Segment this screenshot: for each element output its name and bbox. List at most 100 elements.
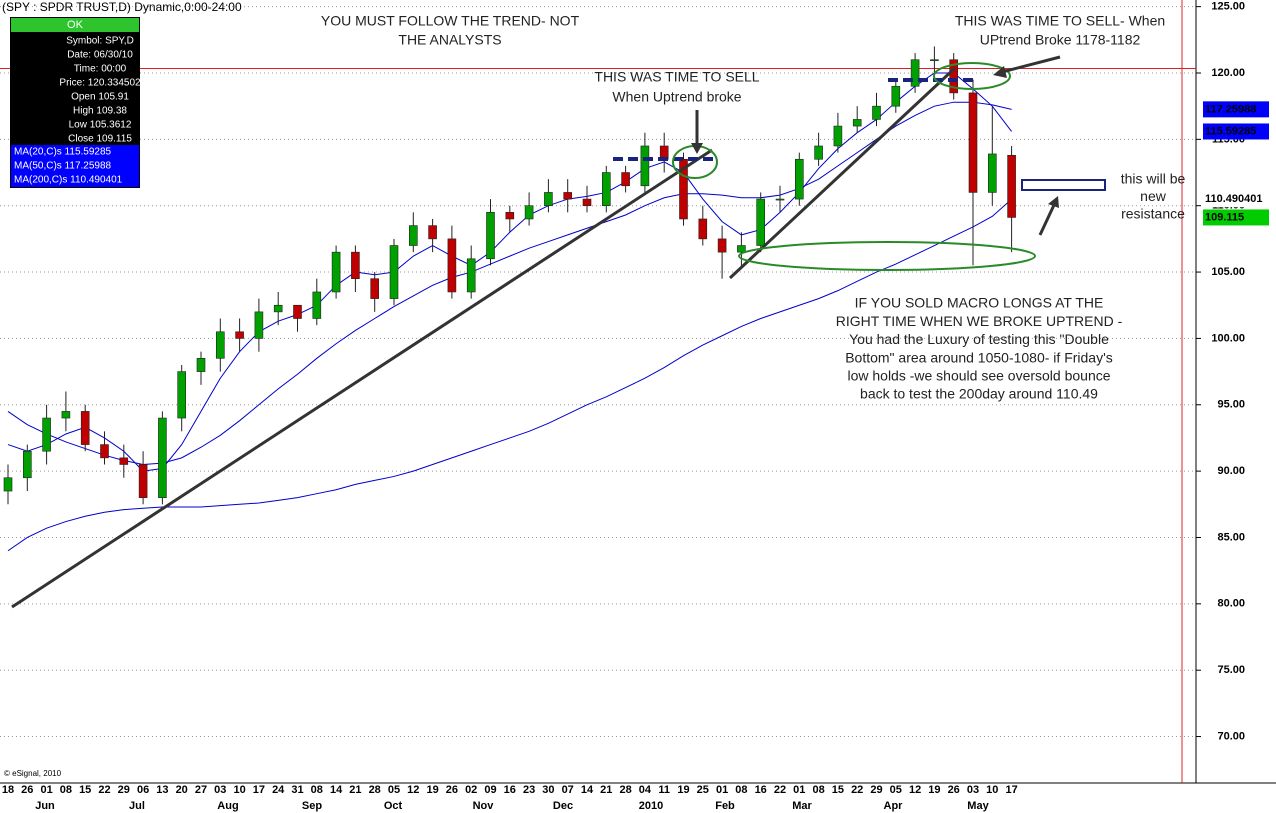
- info-ma-row: MA(50,C)s 117.25988: [14, 161, 112, 172]
- candle-body: [3, 477, 13, 492]
- annotation: this will be: [1121, 171, 1186, 187]
- candle-body: [273, 304, 283, 313]
- y-tick-label: 95.00: [1217, 399, 1245, 411]
- annotation: UPtrend Broke 1178-1182: [980, 32, 1141, 48]
- x-tick-label: 23: [523, 784, 535, 796]
- value-marker: [1203, 209, 1269, 226]
- info-row: High 109.38: [73, 106, 127, 117]
- y-tick-label: 90.00: [1217, 465, 1245, 477]
- x-tick-label: 24: [272, 784, 285, 796]
- trendline: [728, 66, 957, 280]
- value-marker-label: 110.490401: [1205, 193, 1263, 205]
- x-tick-label: 01: [793, 784, 805, 796]
- candle-body: [910, 59, 920, 87]
- candle-body: [389, 245, 399, 299]
- x-tick-label: 31: [291, 784, 303, 796]
- annotation: YOU MUST FOLLOW THE TREND- NOT: [321, 13, 580, 29]
- candle-body: [42, 417, 51, 452]
- candle-body: [698, 218, 708, 240]
- annotation: back to test the 200day around 110.49: [860, 386, 1098, 402]
- x-tick-label: 29: [118, 784, 130, 796]
- info-header: OK: [67, 19, 84, 31]
- info-row: Close 109.115: [68, 134, 132, 145]
- x-tick-label: 01: [716, 784, 728, 796]
- annotation: THE ANALYSTS: [398, 32, 501, 48]
- candle-body: [293, 304, 302, 319]
- x-tick-label: 26: [21, 784, 33, 796]
- month-label: Mar: [792, 800, 812, 812]
- y-tick-label: 80.00: [1217, 598, 1245, 610]
- info-ma-bg: [11, 145, 139, 187]
- month-label: Feb: [715, 800, 735, 812]
- y-tick-label: 70.00: [1217, 730, 1245, 742]
- x-tick-label: 13: [156, 784, 168, 796]
- y-tick-label: 125.00: [1211, 1, 1245, 13]
- annotation: resistance: [1121, 206, 1185, 222]
- candle-body: [235, 331, 244, 339]
- candle-body: [331, 251, 341, 293]
- x-tick-label: 26: [948, 784, 960, 796]
- x-tick-label: 19: [426, 784, 438, 796]
- month-label: 2010: [639, 800, 663, 812]
- x-tick-label: 06: [137, 784, 149, 796]
- candle-body: [544, 192, 553, 207]
- x-tick-label: 25: [697, 784, 709, 796]
- candle-body: [312, 291, 322, 319]
- x-tick-label: 07: [562, 784, 574, 796]
- month-label: Dec: [553, 800, 573, 812]
- x-tick-label: 22: [98, 784, 110, 796]
- annotation: You had the Luxury of testing this "Doub…: [849, 331, 1109, 347]
- candle-body: [601, 172, 611, 207]
- copyright: © eSignal, 2010: [4, 769, 62, 778]
- info-row: Time: 00:00: [74, 64, 127, 75]
- candle-body: [351, 251, 360, 279]
- x-tick-label: 20: [176, 784, 188, 796]
- y-tick-label: 100.00: [1211, 332, 1245, 344]
- candle-body: [138, 464, 148, 498]
- y-tick-label: 105.00: [1211, 266, 1245, 278]
- moving-average: [7, 101, 1012, 465]
- candle-body: [447, 238, 457, 293]
- candle-body: [794, 158, 804, 200]
- month-label: Jul: [129, 800, 145, 812]
- y-tick-label: 120.00: [1211, 67, 1245, 79]
- month-label: Apr: [884, 800, 904, 812]
- candle-body: [80, 411, 90, 445]
- candle-body: [756, 198, 766, 246]
- x-tick-label: 08: [60, 784, 72, 796]
- x-tick-label: 10: [986, 784, 998, 796]
- annotation: THIS WAS TIME TO SELL- When: [955, 13, 1165, 29]
- candle-body: [196, 358, 206, 372]
- annotation: IF YOU SOLD MACRO LONGS AT THE: [855, 295, 1104, 311]
- candle-body: [640, 145, 650, 187]
- x-tick-label: 21: [349, 784, 361, 796]
- x-tick-label: 18: [2, 784, 14, 796]
- candle-body: [814, 145, 823, 160]
- ellipse: [738, 241, 1036, 271]
- candle-body: [949, 59, 959, 94]
- candle-body: [621, 172, 630, 187]
- candle-body: [833, 125, 843, 147]
- info-row: Open 105.91: [71, 92, 129, 103]
- candle-body: [61, 411, 71, 419]
- month-label: Oct: [384, 800, 403, 812]
- x-tick-label: 19: [677, 784, 689, 796]
- info-row: Date: 06/30/10: [67, 50, 133, 61]
- value-marker: [1203, 123, 1269, 140]
- candle-body: [408, 225, 418, 246]
- x-tick-label: 05: [388, 784, 400, 796]
- x-tick-label: 17: [253, 784, 265, 796]
- info-row: Symbol: SPY,D: [66, 36, 134, 47]
- drawings: [11, 55, 1106, 609]
- month-label: Jun: [35, 800, 55, 812]
- x-tick-label: 19: [928, 784, 940, 796]
- annotation: RIGHT TIME WHEN WE BROKE UPTREND -: [836, 313, 1123, 329]
- info-row: Low 105.3612: [69, 120, 132, 131]
- candle-body: [930, 59, 939, 62]
- x-tick-label: 14: [330, 784, 343, 796]
- arrow: [1001, 55, 1061, 74]
- candle-body: [968, 92, 978, 193]
